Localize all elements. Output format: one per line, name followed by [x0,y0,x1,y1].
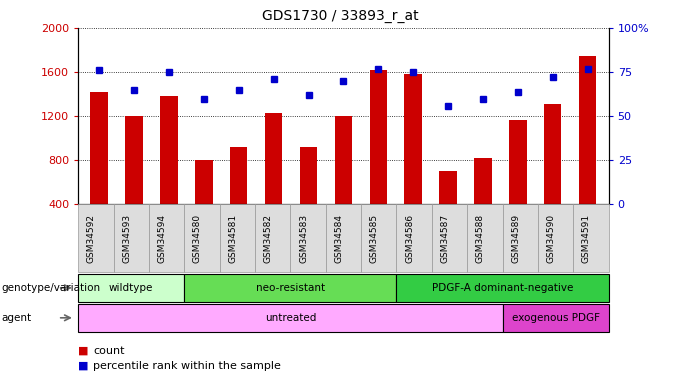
Text: GSM34584: GSM34584 [335,214,343,262]
Text: GSM34583: GSM34583 [299,214,308,262]
Bar [160,96,177,204]
Bar [230,147,248,204]
Text: GSM34590: GSM34590 [547,214,556,262]
Text: genotype/variation: genotype/variation [1,283,101,293]
Bar [405,74,422,204]
Text: GSM34591: GSM34591 [582,214,591,262]
Text: agent: agent [1,313,31,323]
Bar [335,116,352,204]
Text: GSM34594: GSM34594 [158,214,167,262]
Text: GSM34585: GSM34585 [370,214,379,262]
Text: GSM34581: GSM34581 [228,214,237,262]
Text: GSM34580: GSM34580 [193,214,202,262]
Bar [439,171,457,204]
Text: GSM34589: GSM34589 [511,214,520,262]
Bar [195,160,213,204]
Text: GSM34588: GSM34588 [476,214,485,262]
Text: GSM34582: GSM34582 [264,214,273,262]
Text: GSM34592: GSM34592 [87,214,96,262]
Bar [90,92,108,204]
Text: ■: ■ [78,361,88,370]
Text: neo-resistant: neo-resistant [256,283,325,293]
Text: GSM34593: GSM34593 [122,214,131,262]
Text: GDS1730 / 33893_r_at: GDS1730 / 33893_r_at [262,9,418,23]
Bar [474,158,492,204]
Text: exogenous PDGF: exogenous PDGF [511,313,600,323]
Text: untreated: untreated [265,313,316,323]
Bar [300,147,318,204]
Text: percentile rank within the sample: percentile rank within the sample [93,361,281,370]
Bar [369,70,387,204]
Text: GSM34586: GSM34586 [405,214,414,262]
Bar [509,120,526,204]
Text: ■: ■ [78,346,88,355]
Text: count: count [93,346,124,355]
Bar [265,113,282,204]
Text: PDGF-A dominant-negative: PDGF-A dominant-negative [432,283,573,293]
Text: GSM34587: GSM34587 [441,214,449,262]
Bar [125,116,143,204]
Bar [579,56,596,204]
Text: wildtype: wildtype [109,283,154,293]
Bar [544,104,562,204]
